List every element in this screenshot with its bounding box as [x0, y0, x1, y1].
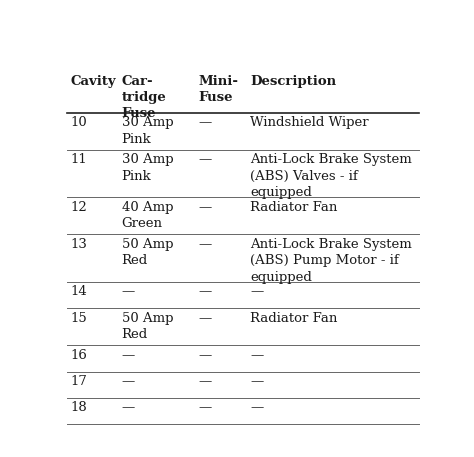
Text: —: — — [199, 285, 212, 298]
Text: —: — — [250, 285, 264, 298]
Text: Anti-Lock Brake System
(ABS) Valves - if
equipped: Anti-Lock Brake System (ABS) Valves - if… — [250, 154, 412, 199]
Text: —: — — [199, 401, 212, 414]
Text: Cavity: Cavity — [70, 75, 116, 88]
Text: 14: 14 — [70, 285, 87, 298]
Text: Mini-
Fuse: Mini- Fuse — [199, 75, 239, 104]
Text: —: — — [199, 312, 212, 325]
Text: —: — — [199, 201, 212, 214]
Text: —: — — [122, 285, 135, 298]
Text: 15: 15 — [70, 312, 87, 325]
Text: —: — — [250, 375, 264, 388]
Text: 17: 17 — [70, 375, 87, 388]
Text: 50 Amp
Red: 50 Amp Red — [122, 238, 173, 267]
Text: 13: 13 — [70, 238, 87, 251]
Text: 11: 11 — [70, 154, 87, 166]
Text: —: — — [199, 117, 212, 129]
Text: Radiator Fan: Radiator Fan — [250, 201, 337, 214]
Text: Radiator Fan: Radiator Fan — [250, 312, 337, 325]
Text: —: — — [199, 375, 212, 388]
Text: 16: 16 — [70, 349, 87, 361]
Text: 18: 18 — [70, 401, 87, 414]
Text: 10: 10 — [70, 117, 87, 129]
Text: —: — — [250, 349, 264, 361]
Text: —: — — [122, 401, 135, 414]
Text: 50 Amp
Red: 50 Amp Red — [122, 312, 173, 341]
Text: —: — — [122, 375, 135, 388]
Text: —: — — [250, 401, 264, 414]
Text: 40 Amp
Green: 40 Amp Green — [122, 201, 173, 230]
Text: —: — — [199, 154, 212, 166]
Text: —: — — [199, 349, 212, 361]
Text: —: — — [199, 238, 212, 251]
Text: Windshield Wiper: Windshield Wiper — [250, 117, 369, 129]
Text: 30 Amp
Pink: 30 Amp Pink — [122, 117, 173, 146]
Text: Description: Description — [250, 75, 337, 88]
Text: Car-
tridge
Fuse: Car- tridge Fuse — [122, 75, 166, 120]
Text: 12: 12 — [70, 201, 87, 214]
Text: Anti-Lock Brake System
(ABS) Pump Motor - if
equipped: Anti-Lock Brake System (ABS) Pump Motor … — [250, 238, 412, 284]
Text: —: — — [122, 349, 135, 361]
Text: 30 Amp
Pink: 30 Amp Pink — [122, 154, 173, 183]
